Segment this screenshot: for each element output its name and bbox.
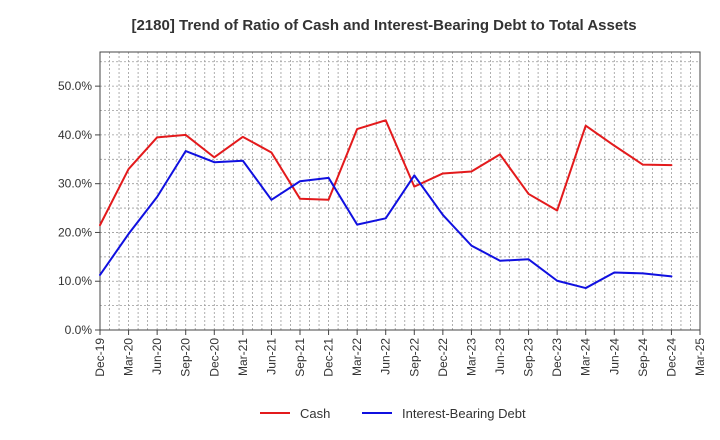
series-layer — [99, 119, 673, 290]
x-tick-label: Mar-21 — [236, 338, 250, 376]
y-tick-label: 0.0% — [65, 323, 93, 337]
x-tick-label: Dec-24 — [664, 338, 678, 377]
x-tick-label: Dec-19 — [93, 338, 107, 377]
x-tick-label: Mar-22 — [350, 338, 364, 376]
x-tick-labels: Dec-19 Mar-20 Jun-20 Sep-20 Dec-20 Mar-21 Jun-… — [93, 338, 707, 377]
x-tick-label: Jun-23 — [493, 338, 507, 375]
legend-item-interest-bearing-debt: Interest-Bearing Debt — [362, 406, 526, 421]
y-tick-label: 10.0% — [58, 274, 92, 288]
x-tick-label: Mar-20 — [122, 338, 136, 376]
series-line-cash — [99, 119, 673, 227]
x-tick-label: Sep-21 — [293, 338, 307, 377]
legend: Cash Interest-Bearing Debt — [260, 406, 526, 421]
chart-title: [2180] Trend of Ratio of Cash and Intere… — [131, 17, 636, 34]
y-tick-label: 20.0% — [58, 225, 92, 239]
series-line-interest-bearing-debt — [99, 150, 673, 290]
plot-frame — [99, 51, 701, 331]
x-tick-label: Dec-22 — [436, 338, 450, 377]
x-tick-label: Jun-24 — [607, 338, 621, 375]
x-tick-label: Sep-23 — [522, 338, 536, 377]
x-tick-label: Mar-24 — [579, 338, 593, 376]
grid-layer — [99, 52, 701, 331]
axis-layer — [95, 51, 701, 335]
x-tick-label: Sep-24 — [636, 338, 650, 377]
y-tick-label: 50.0% — [58, 79, 92, 93]
legend-label: Cash — [300, 406, 330, 421]
x-tick-label: Dec-20 — [207, 338, 221, 377]
legend-label: Interest-Bearing Debt — [402, 406, 526, 421]
x-tick-label: Mar-23 — [464, 338, 478, 376]
x-tick-label: Jun-22 — [379, 338, 393, 375]
x-tick-label: Mar-25 — [693, 338, 707, 376]
x-tick-label: Dec-23 — [550, 338, 564, 377]
x-tick-label: Jun-21 — [264, 338, 278, 375]
y-tick-labels: 0.0% 10.0% 20.0% 30.0% 40.0% 50.0% — [58, 79, 92, 337]
x-tick-label: Dec-21 — [322, 338, 336, 377]
y-tick-label: 40.0% — [58, 128, 92, 142]
legend-item-cash: Cash — [260, 406, 330, 421]
x-tick-label: Sep-22 — [407, 338, 421, 377]
y-tick-label: 30.0% — [58, 177, 92, 191]
x-tick-label: Jun-20 — [150, 338, 164, 375]
x-tick-label: Sep-20 — [179, 338, 193, 377]
